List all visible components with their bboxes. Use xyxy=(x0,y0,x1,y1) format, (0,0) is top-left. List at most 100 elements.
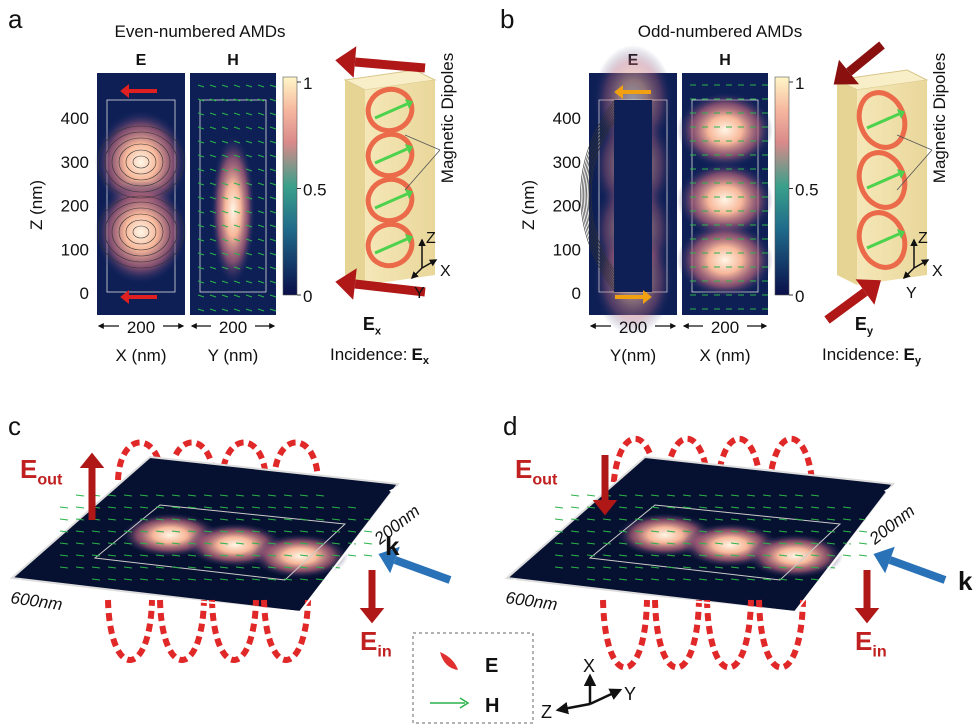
h-vector xyxy=(364,543,372,544)
arrow-head xyxy=(360,608,385,623)
symbol: E xyxy=(412,345,423,364)
colorbar-tick-label: 1 xyxy=(795,74,804,93)
h-vector xyxy=(843,555,851,556)
x-axis-label: Y (nm) xyxy=(208,346,259,365)
legend-box xyxy=(413,633,533,723)
axis-label: Y xyxy=(624,684,636,704)
y-tick-label: 100 xyxy=(553,240,581,259)
colorbar xyxy=(775,77,789,295)
block-front xyxy=(345,80,365,285)
length-label: 600nm xyxy=(9,588,63,614)
h-vector xyxy=(364,531,372,532)
field-hotspot xyxy=(95,180,187,284)
map-label: E xyxy=(136,52,147,69)
h-vector xyxy=(859,543,867,544)
h-vector xyxy=(555,507,563,508)
axis-label: Y xyxy=(906,285,917,302)
symbol: E xyxy=(363,314,375,334)
subscript: out xyxy=(532,471,558,489)
h-vector xyxy=(571,507,579,508)
width-label: 200 xyxy=(711,318,739,337)
y-tick-label: 0 xyxy=(572,284,581,303)
colorbar-tick-label: 1 xyxy=(303,74,312,93)
x-axis-label: X (nm) xyxy=(116,346,167,365)
h-vector xyxy=(348,555,356,556)
colorbar xyxy=(283,77,297,295)
panel-label: d xyxy=(503,411,517,441)
symbol: E xyxy=(904,345,915,364)
h-vector xyxy=(555,519,563,520)
e-field-loop xyxy=(108,600,152,660)
h-vector xyxy=(859,555,867,556)
axis-arrow xyxy=(590,690,620,704)
dipole-label: Magnetic Dipoles xyxy=(438,53,457,183)
h-vector xyxy=(364,555,372,556)
width-label: 200 xyxy=(127,318,155,337)
subscript: in xyxy=(377,643,391,661)
e-field-loop xyxy=(212,600,256,660)
y-tick-label: 300 xyxy=(61,153,89,172)
symbol: E xyxy=(855,626,872,656)
colorbar-tick-label: 0.5 xyxy=(303,181,327,200)
y-tick-label: 400 xyxy=(61,109,89,128)
x-axis-label: Y(nm) xyxy=(610,346,656,365)
arrow-shaft xyxy=(395,560,450,580)
field-hotspot xyxy=(677,92,773,168)
h-vector xyxy=(76,507,84,508)
axis-label: X xyxy=(440,263,451,280)
e-in-label: Ein xyxy=(360,626,392,661)
colorbar-tick-label: 0.5 xyxy=(795,181,819,200)
axis-label: Y xyxy=(414,285,425,302)
panel-label: a xyxy=(8,4,23,34)
axis-label: X xyxy=(583,656,595,676)
panel-d: d600nm200nmEoutkEin xyxy=(503,411,973,668)
field-label: Ex xyxy=(363,314,382,338)
panel-label: b xyxy=(500,4,514,34)
axis-label: X xyxy=(932,263,943,280)
h-vector xyxy=(60,519,68,520)
arrow-shaft xyxy=(355,62,425,68)
e-out-label: Eout xyxy=(20,454,63,489)
legend-h: H xyxy=(485,695,499,717)
axis-label: Z xyxy=(918,230,928,247)
h-vector xyxy=(571,495,579,496)
colorbar-tick-label: 0 xyxy=(795,287,804,306)
h-vector xyxy=(76,495,84,496)
map-label: H xyxy=(719,52,731,69)
axis-label: Z xyxy=(426,230,436,247)
y-axis-label: Z (nm) xyxy=(519,180,538,230)
e-field-loop xyxy=(707,600,751,668)
subscript: x xyxy=(423,355,430,367)
length-label: 600nm xyxy=(504,588,558,614)
axis-arrow xyxy=(558,704,590,710)
panel-title: Odd-numbered AMDs xyxy=(638,22,802,41)
e-in-label: Ein xyxy=(855,626,887,661)
arrow-shaft xyxy=(890,560,945,580)
panel-label: c xyxy=(8,411,21,441)
field-label: Ey xyxy=(855,314,874,338)
h-vector xyxy=(60,507,68,508)
symbol: E xyxy=(515,454,532,484)
incidence-prefix: Incidence: xyxy=(822,345,900,364)
field-hotspot xyxy=(252,534,348,578)
panel-c: c600nm200nmEoutkEin xyxy=(8,411,450,661)
e-field-loop xyxy=(160,600,204,660)
field-hotspot xyxy=(747,534,843,578)
x-axis-label: X (nm) xyxy=(700,346,751,365)
legend-e-icon xyxy=(440,652,458,670)
y-tick-label: 100 xyxy=(61,240,89,259)
axis-label: Z xyxy=(541,702,552,722)
e-field-loop xyxy=(603,600,647,668)
legend-e: E xyxy=(485,655,498,677)
subscript: in xyxy=(872,643,886,661)
block-front xyxy=(837,80,857,285)
dipole-label: Magnetic Dipoles xyxy=(930,53,949,183)
map-label: H xyxy=(227,52,239,69)
k-label: k xyxy=(385,531,400,561)
legend: E H X Z Y xyxy=(413,633,636,723)
subscript: out xyxy=(37,471,63,489)
arrow-head xyxy=(855,608,880,623)
subscript: y xyxy=(915,355,922,367)
y-tick-label: 200 xyxy=(61,197,89,216)
